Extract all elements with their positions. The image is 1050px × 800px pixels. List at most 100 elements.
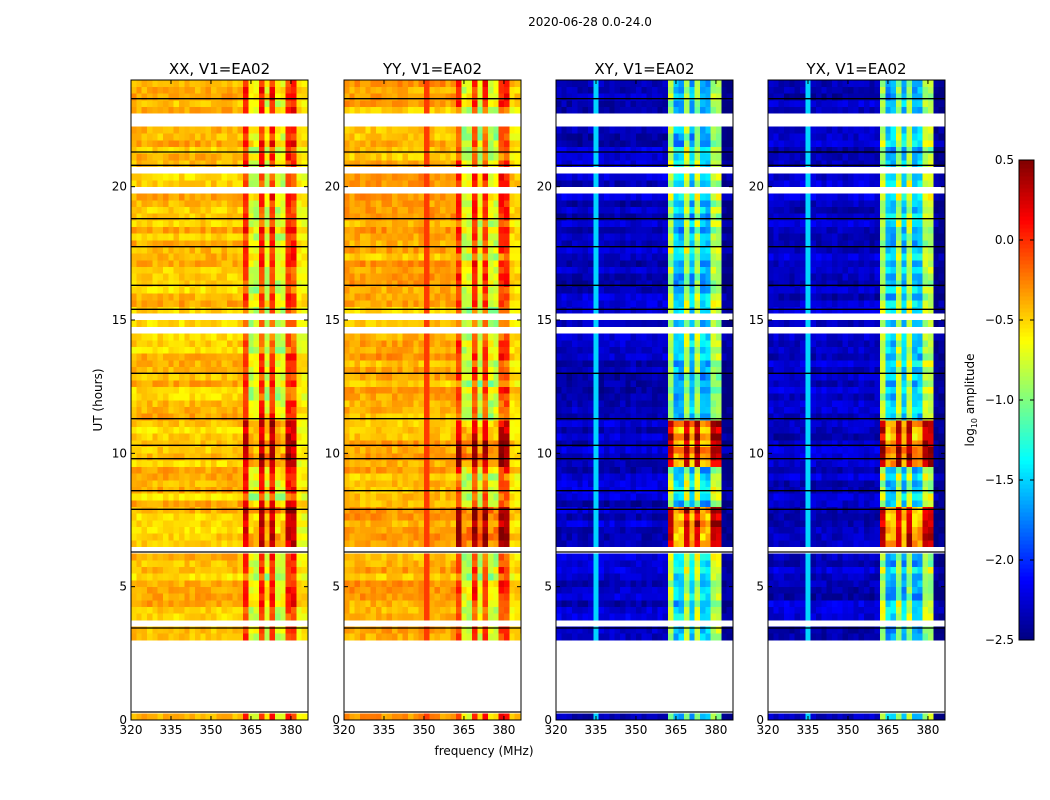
- heatmap-cell: [173, 440, 180, 448]
- heatmap-cell: [354, 713, 361, 721]
- heatmap-cell: [301, 633, 308, 641]
- heatmap-cell: [439, 173, 446, 181]
- heatmap-cell: [136, 493, 143, 501]
- heatmap-cell: [445, 266, 452, 274]
- heatmap-cell: [280, 80, 287, 88]
- heatmap-cell: [450, 233, 457, 241]
- heatmap-cell: [205, 533, 212, 541]
- heatmap-cell: [402, 346, 409, 354]
- heatmap-cell: [354, 386, 361, 394]
- heatmap-cell: [189, 80, 196, 88]
- heatmap-cell: [173, 446, 180, 454]
- heatmap-cell: [445, 500, 452, 508]
- heatmap-cell: [173, 320, 180, 328]
- heatmap-cell: [200, 286, 207, 294]
- heatmap-cell: [296, 593, 302, 601]
- heatmap-cell: [162, 213, 169, 221]
- heatmap-cell: [423, 380, 430, 388]
- heatmap-cell: [221, 306, 228, 314]
- heatmap-cell: [509, 213, 515, 221]
- heatmap-cell: [168, 473, 175, 481]
- heatmap-cell: [226, 393, 233, 401]
- heatmap-cell: [173, 286, 180, 294]
- y-tick-label: 20: [112, 180, 127, 194]
- heatmap-cell: [232, 500, 239, 508]
- heatmap-cell: [285, 413, 292, 421]
- heatmap-cell: [450, 333, 457, 341]
- heatmap-cell: [344, 513, 350, 521]
- heatmap-cell: [226, 506, 233, 514]
- heatmap-cell: [232, 240, 239, 248]
- heatmap-cell: [354, 460, 361, 468]
- heatmap-cell: [413, 513, 420, 521]
- heatmap-cell: [216, 193, 223, 201]
- heatmap-cell: [354, 560, 361, 568]
- heatmap-cell: [413, 420, 420, 428]
- heatmap-cell: [184, 100, 191, 108]
- heatmap-cell: [280, 526, 287, 534]
- heatmap-cell: [285, 713, 292, 721]
- heatmap-cell: [157, 606, 164, 614]
- heatmap-cell: [386, 460, 393, 468]
- heatmap-cell: [498, 266, 505, 274]
- heatmap-cell: [375, 146, 382, 154]
- heatmap-cell: [375, 493, 382, 501]
- heatmap-cell: [248, 533, 255, 541]
- heatmap-cell: [455, 293, 462, 301]
- heatmap-cell: [402, 473, 409, 481]
- heatmap-cell: [375, 226, 382, 234]
- heatmap-cell: [200, 233, 207, 241]
- heatmap-cell: [349, 346, 356, 354]
- heatmap-cell: [514, 260, 521, 268]
- heatmap-cell: [131, 280, 137, 288]
- heatmap-cell: [365, 146, 372, 154]
- heatmap-cell: [178, 220, 185, 228]
- heatmap-cell: [514, 160, 521, 168]
- heatmap-cell: [391, 373, 398, 381]
- heatmap-cell: [226, 713, 233, 721]
- heatmap-cell: [242, 346, 249, 354]
- heatmap-cell: [466, 586, 473, 594]
- heatmap-cell: [503, 713, 510, 721]
- heatmap-cell: [205, 173, 212, 181]
- heatmap-cell: [466, 433, 473, 441]
- heatmap-cell: [503, 520, 510, 528]
- heatmap-cell: [189, 540, 196, 548]
- heatmap-cell: [168, 373, 175, 381]
- heatmap-cell: [205, 426, 212, 434]
- heatmap-cell: [359, 253, 366, 261]
- heatmap-cell: [205, 380, 212, 388]
- heatmap-cell: [370, 506, 377, 514]
- heatmap-cell: [296, 240, 302, 248]
- heatmap-cell: [509, 206, 515, 214]
- heatmap-cell: [178, 573, 185, 581]
- heatmap-cell: [157, 273, 164, 281]
- heatmap-cell: [498, 460, 505, 468]
- heatmap-cell: [418, 586, 425, 594]
- heatmap-cell: [258, 80, 265, 88]
- heatmap-cell: [221, 420, 228, 428]
- heatmap-cell: [248, 560, 255, 568]
- heatmap-cell: [248, 160, 255, 168]
- heatmap-cell: [285, 493, 292, 501]
- heatmap-cell: [152, 580, 159, 588]
- heatmap-cell: [168, 160, 175, 168]
- heatmap-cell: [178, 253, 185, 261]
- heatmap-cell: [269, 153, 276, 161]
- heatmap-cell: [503, 526, 510, 534]
- heatmap-cell: [402, 420, 409, 428]
- heatmap-cell: [274, 213, 281, 221]
- heatmap-cell: [423, 453, 430, 461]
- heatmap-cell: [359, 480, 366, 488]
- heatmap-cell: [514, 206, 521, 214]
- heatmap-cell: [269, 226, 276, 234]
- heatmap-cell: [381, 346, 388, 354]
- heatmap-cell: [370, 213, 377, 221]
- heatmap-cell: [210, 273, 217, 281]
- heatmap-cell: [136, 193, 143, 201]
- heatmap-cell: [498, 333, 505, 341]
- heatmap-cell: [141, 126, 148, 134]
- heatmap-cell: [375, 240, 382, 248]
- heatmap-cell: [136, 580, 143, 588]
- heatmap-cell: [264, 106, 271, 114]
